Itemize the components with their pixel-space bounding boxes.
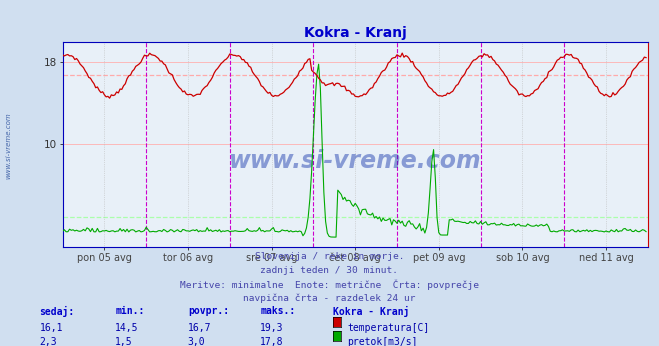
- Text: povpr.:: povpr.:: [188, 306, 229, 316]
- Text: Kokra - Kranj: Kokra - Kranj: [333, 306, 409, 317]
- Text: 16,7: 16,7: [188, 323, 212, 333]
- Text: www.si-vreme.com: www.si-vreme.com: [229, 149, 482, 173]
- Text: maks.:: maks.:: [260, 306, 295, 316]
- Text: Meritve: minimalne  Enote: metrične  Črta: povprečje: Meritve: minimalne Enote: metrične Črta:…: [180, 280, 479, 290]
- Text: Slovenija / reke in morje.: Slovenija / reke in morje.: [255, 252, 404, 261]
- Text: 19,3: 19,3: [260, 323, 284, 333]
- Text: www.si-vreme.com: www.si-vreme.com: [5, 112, 11, 179]
- Text: temperatura[C]: temperatura[C]: [347, 323, 430, 333]
- Text: navpična črta - razdelek 24 ur: navpična črta - razdelek 24 ur: [243, 293, 416, 303]
- Text: 1,5: 1,5: [115, 337, 133, 346]
- Text: zadnji teden / 30 minut.: zadnji teden / 30 minut.: [260, 266, 399, 275]
- Text: 3,0: 3,0: [188, 337, 206, 346]
- Text: 2,3: 2,3: [40, 337, 57, 346]
- Text: sedaj:: sedaj:: [40, 306, 74, 317]
- Text: pretok[m3/s]: pretok[m3/s]: [347, 337, 418, 346]
- Text: 16,1: 16,1: [40, 323, 63, 333]
- Text: 17,8: 17,8: [260, 337, 284, 346]
- Title: Kokra - Kranj: Kokra - Kranj: [304, 26, 407, 40]
- Text: min.:: min.:: [115, 306, 145, 316]
- Text: 14,5: 14,5: [115, 323, 139, 333]
